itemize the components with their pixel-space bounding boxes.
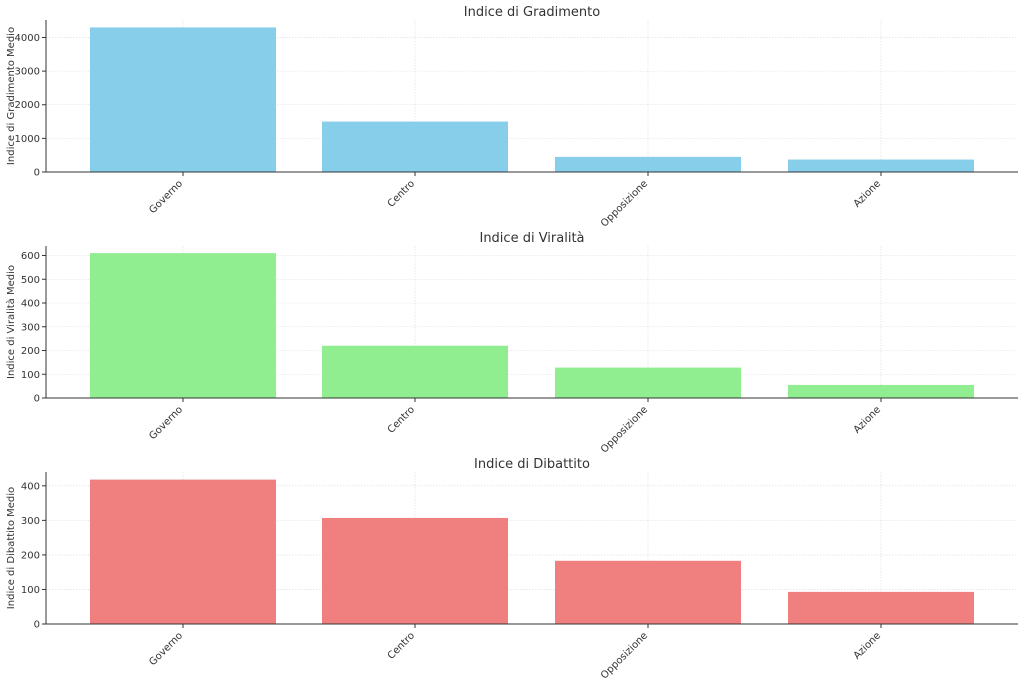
y-tick-label: 0 (34, 394, 40, 405)
x-tick-label: Governo (147, 178, 185, 216)
y-tick-label: 300 (21, 322, 40, 333)
y-tick-label: 400 (21, 299, 40, 310)
bar-azione (788, 384, 974, 398)
y-tick-label: 0 (34, 620, 40, 631)
chart-panel-2: 0 100 200 300 400 500 600 Governo Centro Opposizi… (5, 231, 1018, 455)
bar-governo (90, 253, 276, 398)
bar-centro (322, 345, 508, 398)
bar-opposizione (555, 560, 741, 624)
x-tick-label: Azione (852, 178, 883, 209)
y-tick-label: 200 (21, 346, 40, 357)
bar-azione (788, 159, 974, 172)
bar-governo (90, 27, 276, 173)
bar-azione (788, 591, 974, 624)
x-tick-label: Opposizione (599, 178, 650, 229)
chart-title: Indice di Gradimento (464, 5, 600, 20)
y-tick-label: 300 (21, 516, 40, 527)
x-tick-label: Opposizione (599, 630, 650, 681)
y-tick-label: 4000 (15, 33, 40, 44)
bar-opposizione (555, 367, 741, 398)
x-tick-label: Centro (386, 404, 417, 435)
chart-panel-3: 0 100 200 300 400 Governo Centro Opposizione Azi… (6, 457, 1018, 681)
x-tick-label: Governo (147, 630, 185, 668)
y-axis-label: Indice di Viralità Medio (5, 265, 17, 379)
x-tick-label: Opposizione (599, 404, 650, 455)
x-tick-label: Centro (386, 630, 417, 661)
bar-governo (90, 479, 276, 624)
y-tick-label: 100 (21, 370, 40, 381)
y-tick-label: 400 (21, 481, 40, 492)
chart-title: Indice di Dibattito (474, 457, 590, 472)
y-tick-label: 200 (21, 550, 40, 561)
y-tick-label: 3000 (15, 67, 40, 78)
x-tick-label: Azione (852, 630, 883, 661)
y-tick-label: 2000 (15, 100, 40, 111)
bar-opposizione (555, 156, 741, 172)
bar-centro (322, 517, 508, 624)
x-tick-label: Azione (852, 404, 883, 435)
bar-centro (322, 121, 508, 172)
y-axis-label: Indice di Gradimento Medio (6, 27, 17, 165)
x-tick-label: Centro (386, 178, 417, 209)
x-tick-label: Governo (147, 404, 185, 442)
y-tick-label: 600 (21, 251, 40, 262)
y-tick-label: 0 (34, 168, 40, 179)
y-tick-label: 100 (21, 585, 40, 596)
y-axis-label: Indice di Dibattito Medio (6, 487, 17, 609)
y-tick-label: 500 (21, 275, 40, 286)
chart-panel-1: 0 1000 2000 3000 4000 Governo Centro Opposizion… (6, 5, 1018, 229)
chart-title: Indice di Viralità (479, 231, 584, 246)
y-tick-label: 1000 (15, 134, 40, 145)
